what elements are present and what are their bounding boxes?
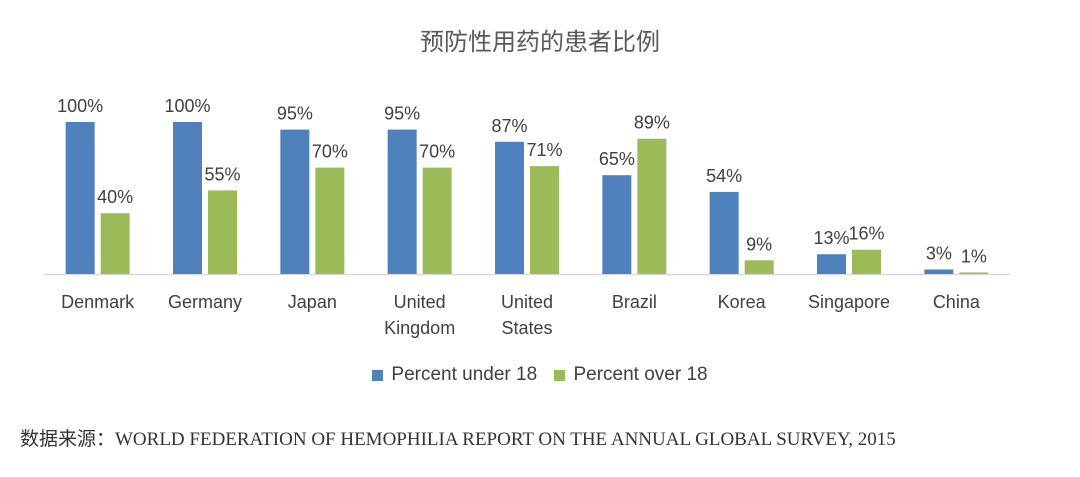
data-label-over-18-korea: 9% bbox=[746, 234, 772, 254]
category-label-korea: Korea bbox=[718, 292, 767, 312]
data-label-under-18-japan: 95% bbox=[277, 104, 313, 124]
legend-label-over-18: Percent over 18 bbox=[573, 364, 708, 385]
category-label-denmark: Denmark bbox=[61, 292, 135, 312]
bar-under-18-japan bbox=[280, 129, 310, 274]
data-label-over-18-denmark: 40% bbox=[97, 187, 133, 207]
data-label-over-18-brazil: 89% bbox=[634, 113, 670, 133]
chart-title: 预防性用药的患者比例 bbox=[420, 28, 660, 56]
category-label-japan: Japan bbox=[288, 292, 337, 312]
bar-under-18-united-kingdom bbox=[387, 129, 417, 274]
data-label-under-18-singapore: 13% bbox=[813, 228, 849, 248]
data-label-under-18-united-states: 87% bbox=[491, 116, 527, 136]
data-label-over-18-germany: 55% bbox=[204, 164, 240, 184]
category-label-brazil: Brazil bbox=[612, 292, 657, 312]
bar-over-18-korea bbox=[744, 260, 774, 274]
legend: Percent under 18 Percent over 18 bbox=[0, 364, 1080, 387]
bar-under-18-china bbox=[924, 269, 954, 274]
data-label-over-18-united-kingdom: 70% bbox=[419, 142, 455, 162]
bar-under-18-korea bbox=[709, 191, 739, 274]
data-label-under-18-germany: 100% bbox=[164, 96, 210, 116]
data-label-under-18-china: 3% bbox=[926, 243, 952, 263]
bar-over-18-denmark bbox=[100, 213, 130, 274]
legend-item-under-18: Percent under 18 bbox=[372, 364, 537, 386]
legend-swatch-over-18 bbox=[554, 369, 566, 381]
category-label-germany: Germany bbox=[168, 292, 242, 312]
data-label-over-18-china: 1% bbox=[961, 246, 987, 266]
data-label-over-18-united-states: 71% bbox=[526, 140, 562, 160]
bar-over-18-united-kingdom bbox=[422, 167, 452, 274]
data-label-under-18-denmark: 100% bbox=[57, 96, 103, 116]
legend-item-over-18: Percent over 18 bbox=[554, 364, 708, 386]
bar-under-18-brazil bbox=[602, 175, 632, 274]
source-note: 数据来源：WORLD FEDERATION OF HEMOPHILIA REPO… bbox=[20, 429, 896, 450]
bar-over-18-united-states bbox=[530, 166, 559, 274]
bar-under-18-denmark bbox=[65, 122, 95, 274]
bar-over-18-germany bbox=[208, 190, 237, 274]
bar-over-18-japan bbox=[315, 167, 345, 274]
bar-under-18-singapore bbox=[817, 254, 846, 274]
category-label-singapore: Singapore bbox=[808, 292, 890, 312]
bar-over-18-china bbox=[959, 272, 989, 274]
category-label-china: China bbox=[933, 292, 981, 312]
data-label-over-18-japan: 70% bbox=[312, 142, 348, 162]
bar-under-18-germany bbox=[173, 122, 202, 274]
data-label-under-18-brazil: 65% bbox=[599, 149, 635, 169]
data-label-over-18-singapore: 16% bbox=[848, 224, 884, 244]
category-label-united-states: United States bbox=[501, 292, 553, 338]
category-label-united-kingdom: United Kingdom bbox=[384, 292, 455, 338]
bar-over-18-brazil bbox=[637, 138, 667, 274]
legend-swatch-under-18 bbox=[372, 369, 384, 381]
data-label-under-18-united-kingdom: 95% bbox=[384, 104, 420, 124]
legend-label-under-18: Percent under 18 bbox=[391, 364, 538, 385]
data-label-under-18-korea: 54% bbox=[706, 166, 742, 186]
bar-over-18-singapore bbox=[852, 249, 881, 274]
bar-under-18-united-states bbox=[495, 141, 524, 274]
